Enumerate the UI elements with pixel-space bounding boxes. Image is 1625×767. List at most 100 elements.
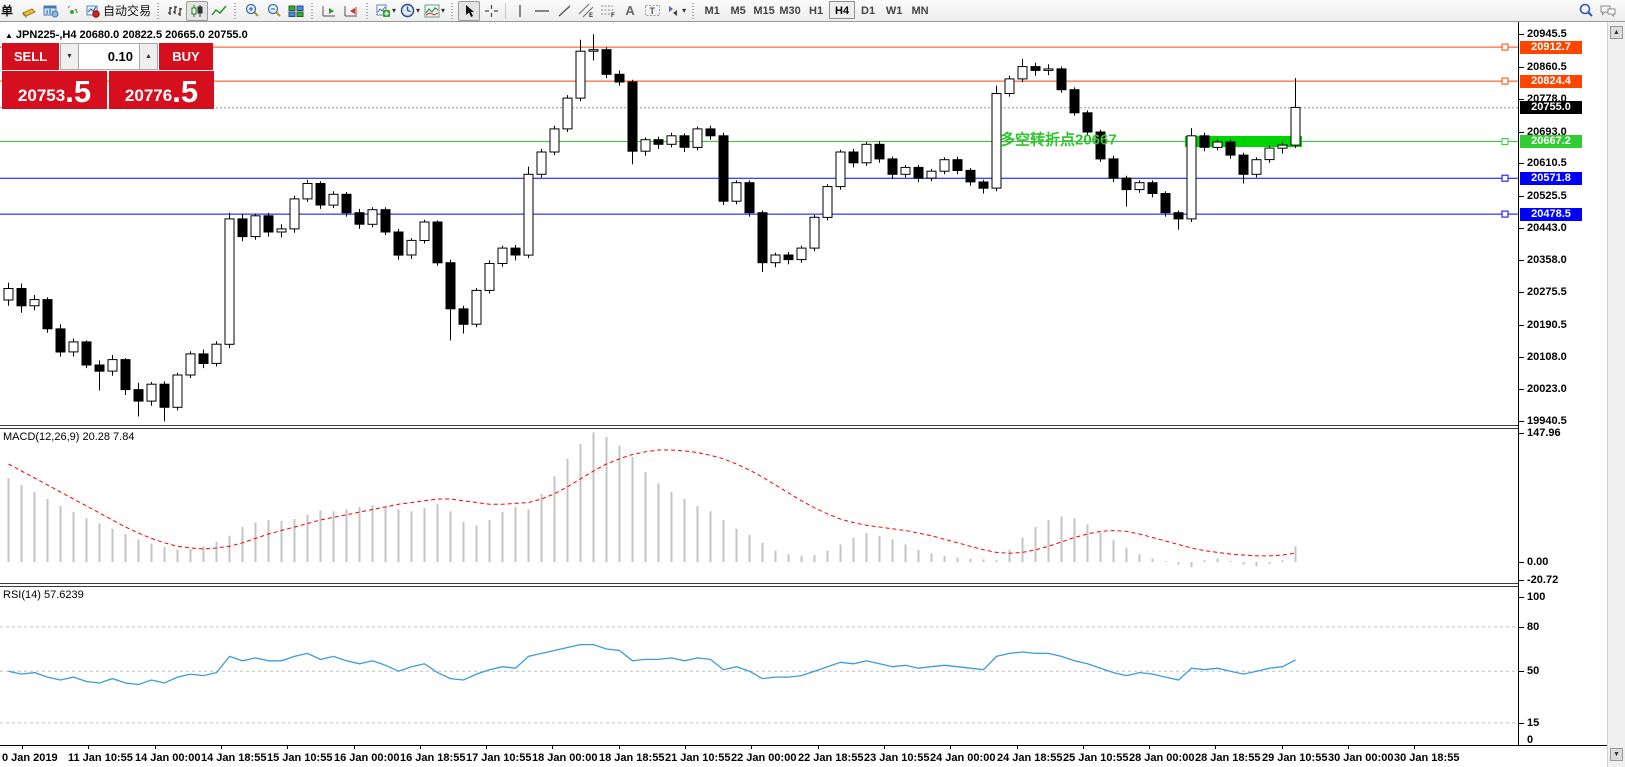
toolbar-grip[interactable] — [450, 2, 456, 19]
zoom-in-icon[interactable] — [241, 1, 263, 21]
highlight-zone[interactable] — [1185, 136, 1302, 148]
cursor-tool-icon[interactable] — [458, 0, 481, 21]
candle — [224, 218, 235, 345]
timeframe-button-m30[interactable]: M30 — [779, 5, 801, 17]
rsi-tick: 80 — [1527, 621, 1540, 633]
timeframe-button-m5[interactable]: M5 — [730, 5, 746, 17]
time-label: 23 Jan 10:55 — [864, 752, 930, 764]
volume-input[interactable] — [79, 43, 139, 70]
toolbar-grip[interactable] — [233, 2, 239, 19]
text-label-tool-icon[interactable]: T — [641, 1, 663, 21]
chart-workspace: ▲ JPN225-,H4 20680.0 20822.5 20665.0 2075… — [0, 22, 1625, 767]
toolbar-grip[interactable] — [365, 2, 371, 19]
scroll-up-button[interactable]: ▲ — [1610, 26, 1623, 39]
panel-splitter[interactable] — [0, 583, 1607, 587]
timeframe-button-w1[interactable]: W1 — [885, 5, 903, 17]
hline-handle[interactable] — [1501, 174, 1509, 182]
candle — [796, 247, 807, 261]
sell-button[interactable]: SELL — [2, 43, 60, 70]
toolbar-grip[interactable] — [310, 2, 316, 19]
candle — [913, 166, 924, 179]
gold-bar-icon[interactable] — [18, 1, 40, 21]
candle — [354, 212, 365, 225]
svg-text:T: T — [649, 6, 655, 16]
price-chart-canvas[interactable]: 多空转折点20667 — [0, 22, 1518, 425]
candle — [367, 209, 378, 225]
macd-tick: 0.00 — [1527, 556, 1549, 568]
price-tick: 20275.5 — [1527, 286, 1567, 298]
line-chart-type-icon[interactable] — [208, 1, 230, 21]
hline-handle[interactable] — [1501, 138, 1509, 146]
sell-price-main: 20753 — [17, 86, 66, 105]
chart-autoscroll-icon[interactable] — [340, 1, 362, 21]
bar-chart-type-icon[interactable] — [164, 1, 186, 21]
tile-windows-icon[interactable] — [285, 1, 307, 21]
candle — [939, 159, 950, 172]
timeframe-button-d1[interactable]: D1 — [861, 5, 876, 17]
hline-handle[interactable] — [1501, 43, 1509, 51]
buy-button[interactable]: BUY — [158, 43, 213, 70]
timeframe-button-mn[interactable]: MN — [911, 5, 929, 17]
chart-shift-icon[interactable] — [318, 1, 340, 21]
candle — [536, 151, 547, 175]
candle — [627, 81, 638, 152]
signal-icon[interactable] — [62, 1, 84, 21]
toolbar-grip[interactable] — [156, 2, 162, 19]
chat-icon[interactable] — [1597, 1, 1619, 21]
candle — [445, 262, 456, 310]
candle — [1095, 131, 1106, 160]
scroll-down-button[interactable]: ▼ — [1610, 748, 1623, 761]
candle — [1056, 68, 1067, 91]
hline-handle[interactable] — [1501, 210, 1509, 218]
equidistant-channel-tool-icon[interactable]: E — [575, 1, 597, 21]
timeframe-button-h1[interactable]: H1 — [809, 5, 824, 17]
charts-window-icon[interactable] — [40, 1, 62, 21]
rsi-canvas[interactable] — [0, 587, 1518, 745]
candle — [133, 389, 144, 402]
search-icon[interactable] — [1575, 1, 1597, 21]
arrows-tool-icon[interactable]: ▾ — [663, 1, 688, 21]
timeframe-button-m15[interactable]: M15 — [753, 5, 775, 17]
price-axis[interactable]: 20945.5 20860.5 20778.0 20693.0 20610.5 20525… — [1518, 22, 1607, 746]
sell-price-display[interactable]: 20753.5 — [2, 71, 107, 109]
candle — [1004, 78, 1015, 95]
candle — [1225, 141, 1236, 156]
zoom-out-icon[interactable] — [263, 1, 285, 21]
crosshair-tool-icon[interactable] — [480, 1, 502, 21]
time-axis[interactable]: 0 Jan 2019 11 Jan 10:55 14 Jan 00:00 14 Jan… — [0, 745, 1607, 767]
candle — [822, 186, 833, 218]
panel-splitter[interactable] — [0, 425, 1607, 429]
volume-increase-button[interactable]: ▲ — [139, 43, 158, 70]
candle — [666, 135, 677, 145]
candle — [393, 231, 404, 256]
autotrading-button[interactable]: 自动交易 — [84, 1, 153, 21]
chart-annotation[interactable]: 多空转折点20667 — [1000, 131, 1117, 149]
indicators-icon[interactable]: ▾ — [422, 1, 447, 21]
candle — [757, 212, 768, 264]
candle — [731, 182, 742, 202]
macd-canvas[interactable] — [0, 429, 1518, 583]
toolbar-grip[interactable] — [691, 2, 697, 19]
horizontal-line-tool-icon[interactable] — [531, 1, 553, 21]
new-order-button-partial[interactable]: 单 — [0, 4, 13, 18]
candle — [471, 289, 482, 325]
vertical-line-tool-icon[interactable] — [509, 1, 531, 21]
time-label: 30 Jan 00:00 — [1328, 752, 1394, 764]
trendline-tool-icon[interactable] — [553, 1, 575, 21]
text-tool-icon[interactable]: A — [625, 3, 635, 18]
candle — [692, 128, 703, 148]
periods-clock-icon[interactable]: ▾ — [398, 1, 422, 21]
timeframe-button-m1[interactable]: M1 — [704, 5, 720, 17]
candle — [991, 93, 1002, 189]
volume-decrease-button[interactable]: ▼ — [60, 43, 79, 70]
candle — [614, 73, 625, 83]
time-label: 22 Jan 00:00 — [731, 752, 797, 764]
time-label: 25 Jan 10:55 — [1063, 752, 1129, 764]
new-chart-icon[interactable]: ▾ — [373, 1, 398, 21]
hline-handle[interactable] — [1501, 77, 1509, 85]
candlestick-chart-type-icon[interactable] — [186, 0, 209, 21]
candle — [1147, 182, 1158, 194]
timeframe-button-h4[interactable]: H4 — [829, 1, 856, 19]
fibonacci-tool-icon[interactable]: F — [597, 1, 619, 21]
buy-price-display[interactable]: 20776.5 — [109, 71, 214, 109]
